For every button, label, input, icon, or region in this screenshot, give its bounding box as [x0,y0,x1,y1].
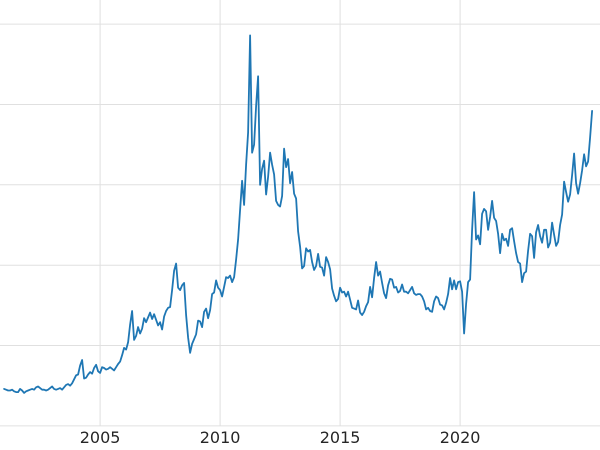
x-tick-label: 2005 [80,428,121,447]
x-tick-label: 2010 [200,428,241,447]
x-axis-labels: 2005 2010 2015 2020 [80,428,481,447]
price-line [3,34,593,394]
x-tick-label: 2020 [440,428,481,447]
gridlines [0,0,600,427]
x-tick-label: 2015 [320,428,361,447]
